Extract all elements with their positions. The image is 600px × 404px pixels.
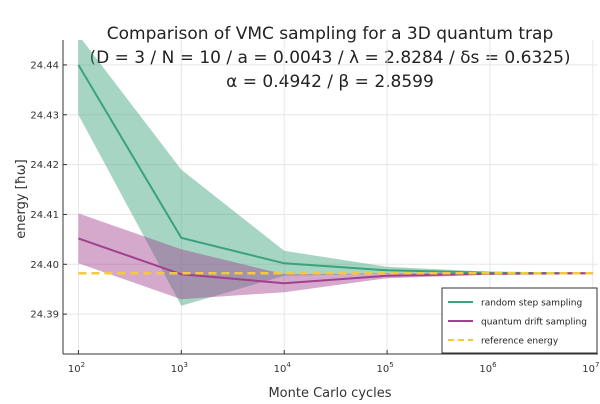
band-series-0 bbox=[78, 40, 593, 306]
y-tick-label-0: 24.39 bbox=[30, 310, 59, 321]
x-tick-label-5: 107 bbox=[582, 361, 599, 375]
grid bbox=[63, 40, 598, 354]
x-tick-label-1: 103 bbox=[171, 361, 188, 375]
y-tick-label-5: 24.44 bbox=[30, 60, 59, 71]
x-tick-label-0: 102 bbox=[68, 361, 85, 375]
y-tick-label-2: 24.41 bbox=[30, 210, 59, 221]
y-axis-label: energy [ħω] bbox=[14, 159, 29, 239]
x-tick-label-4: 106 bbox=[479, 361, 497, 375]
line-series-1 bbox=[78, 237, 593, 285]
title-line-2: (D = 3 / N = 10 / a = 0.0043 / λ = 2.828… bbox=[89, 48, 570, 68]
legend-label-1: quantum drift sampling bbox=[481, 318, 587, 328]
legend-label-0: random step sampling bbox=[481, 299, 582, 309]
y-tick-labels: 24.39 24.40 24.41 24.42 24.43 24.44 bbox=[30, 60, 67, 321]
y-tick-label-3: 24.42 bbox=[30, 160, 59, 171]
x-axis-label: Monte Carlo cycles bbox=[268, 386, 391, 400]
series-lines bbox=[77, 64, 593, 285]
chart-title: Comparison of VMC sampling for a 3D quan… bbox=[89, 24, 570, 92]
y-tick-label-4: 24.43 bbox=[30, 110, 59, 121]
x-tick-label-2: 104 bbox=[274, 361, 292, 375]
x-tick-label-3: 105 bbox=[376, 361, 393, 375]
band-series-1 bbox=[78, 213, 593, 300]
y-tick-label-1: 24.40 bbox=[30, 260, 59, 271]
confidence-bands bbox=[78, 40, 593, 306]
title-line-1: Comparison of VMC sampling for a 3D quan… bbox=[107, 24, 554, 44]
legend-label-2: reference energy bbox=[481, 337, 559, 347]
title-line-3: α = 0.4942 / β = 2.8599 bbox=[226, 72, 434, 92]
legend: random step sampling quantum drift sampli… bbox=[441, 287, 598, 354]
axes bbox=[62, 40, 598, 355]
